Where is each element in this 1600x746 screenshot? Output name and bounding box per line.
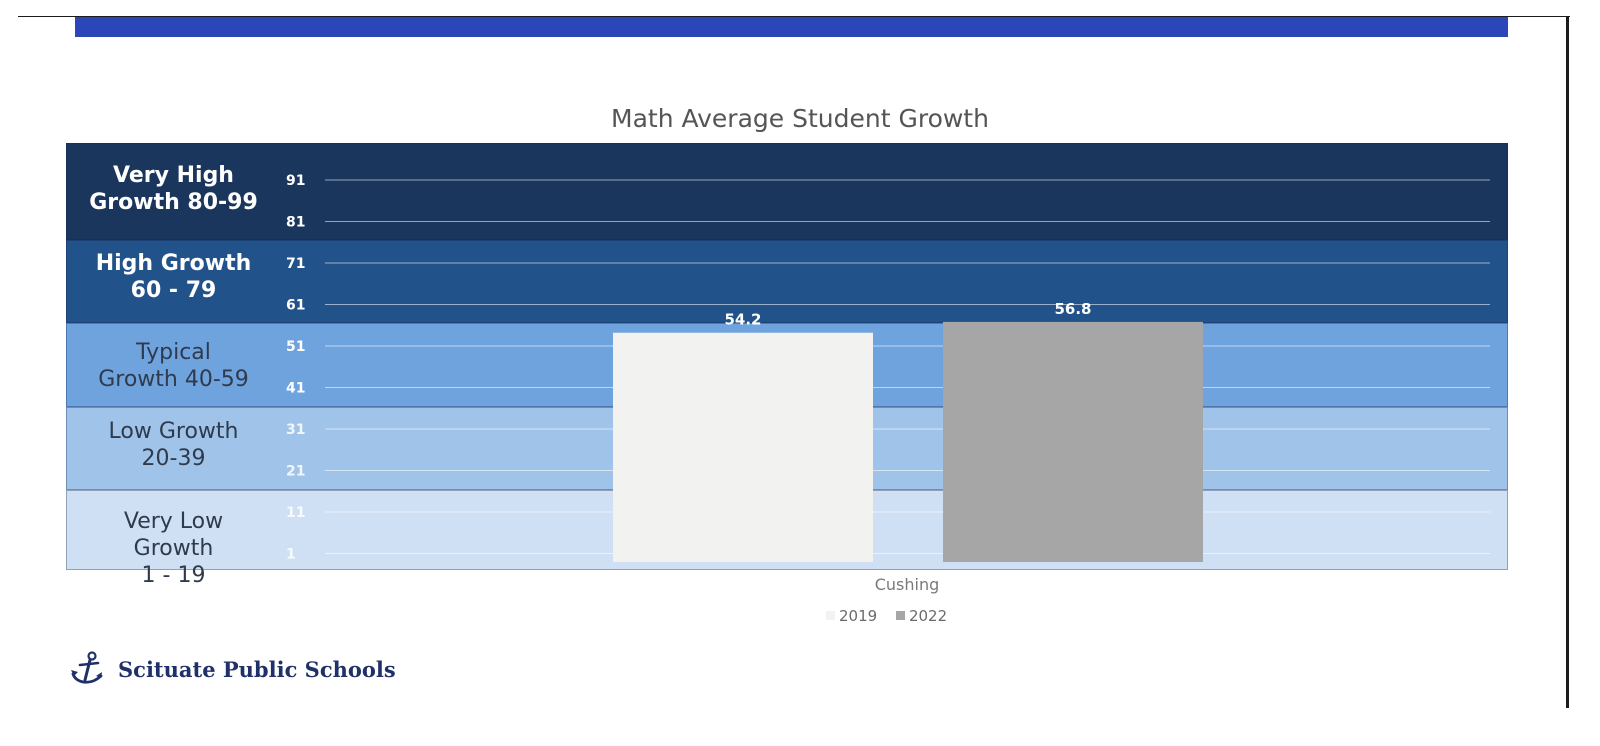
chart-title: Math Average Student Growth [611, 104, 989, 133]
legend-label-2022: 2022 [908, 606, 948, 625]
y-tick-label: 21 [286, 464, 305, 480]
band-label-very-high: Very High Growth 80-99 [89, 163, 258, 215]
band-label-low: Low Growth 20-39 [108, 419, 239, 471]
band-label-very-low: Very Low Growth 1 - 19 [123, 509, 224, 588]
y-tick-label: 71 [286, 256, 305, 272]
band-label-high: High Growth 60 - 79 [95, 251, 252, 303]
y-tick-label: 91 [286, 173, 305, 189]
logo-text: Scituate Public Schools [118, 656, 396, 682]
frame-top-border [18, 16, 1570, 17]
school-logo: Scituate Public Schools [68, 650, 396, 688]
y-tick-label: 11 [286, 505, 305, 521]
frame-right-border [1566, 16, 1569, 708]
y-tick-label: 51 [286, 339, 305, 355]
legend-swatch-2022 [895, 611, 905, 621]
band-label-typical: Typical Growth 40-59 [98, 340, 249, 392]
y-tick-label: 41 [286, 381, 305, 397]
header-accent-bar [75, 17, 1508, 37]
bar-2022 [943, 321, 1203, 562]
band-high [66, 240, 1508, 323]
y-tick-label: 1 [286, 547, 296, 563]
bar-2019 [613, 332, 873, 562]
y-tick-label: 81 [286, 215, 305, 231]
chart-legend: 2019 2022 [826, 606, 961, 625]
legend-label-2019: 2019 [839, 606, 878, 625]
legend-swatch-2019 [826, 611, 835, 621]
band-very-high [66, 143, 1508, 240]
data-label-2022: 56.8 [1054, 300, 1091, 318]
x-category-label: Cushing [875, 575, 940, 594]
y-tick-label: 31 [286, 422, 305, 438]
anchor-icon [71, 651, 103, 684]
y-tick-label: 61 [286, 298, 305, 314]
data-label-2019: 54.2 [724, 311, 761, 329]
